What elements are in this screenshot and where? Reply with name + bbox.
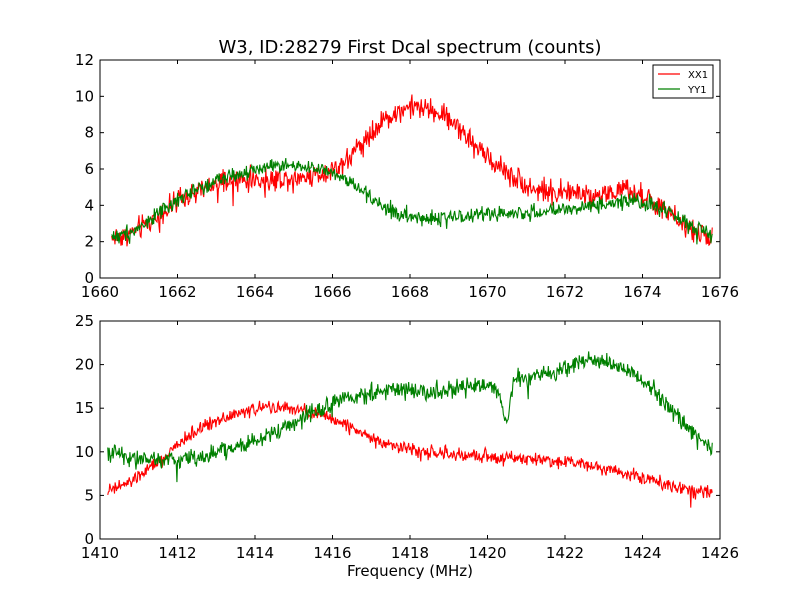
series-line-xx1: [107, 400, 713, 508]
y-tick-label: 5: [84, 486, 94, 504]
x-tick-label: 1668: [391, 283, 429, 301]
x-tick-label: 1424: [623, 544, 661, 562]
x-axis-label: Frequency (MHz): [347, 562, 473, 580]
y-tick-label: 6: [84, 160, 94, 178]
top-panel: 1660 1662 1664 1666 1668 1670 1672 1674 1676 0 2 4 6…: [75, 51, 739, 301]
x-tick-label: 1420: [468, 544, 506, 562]
x-tick-label: 1662: [158, 283, 196, 301]
legend-box: [652, 64, 714, 99]
x-tick-label: 1660: [81, 283, 119, 301]
legend: XX1 YY1: [652, 64, 714, 99]
y-tick-label: 0: [84, 269, 94, 287]
x-tick-label: 1410: [81, 544, 119, 562]
y-tick-label: 12: [75, 51, 94, 69]
x-tick-label: 1672: [546, 283, 584, 301]
bottom-panel: 1410 1412 1414 1416 1418 1420 1422 1424 1426 0 5 10…: [75, 312, 739, 562]
y-tick-label: 10: [75, 87, 94, 105]
y-tick-label: 2: [84, 233, 94, 251]
plot-area: [100, 321, 720, 539]
y-tick-label: 8: [84, 124, 94, 142]
y-tick-label: 25: [75, 312, 94, 330]
x-tick-label: 1412: [158, 544, 196, 562]
series-line-yy1: [111, 157, 713, 245]
x-tick-label: 1416: [313, 544, 351, 562]
x-tick-label: 1676: [701, 283, 739, 301]
y-tick-label: 15: [75, 399, 94, 417]
chart-title: W3, ID:28279 First Dcal spectrum (counts…: [218, 37, 601, 58]
legend-label-yy1: YY1: [687, 85, 707, 96]
x-tick-label: 1418: [391, 544, 429, 562]
plot-area: [100, 60, 720, 278]
x-tick-label: 1666: [313, 283, 351, 301]
x-tick-label: 1670: [468, 283, 506, 301]
series-line-xx1: [111, 94, 713, 247]
x-tick-label: 1674: [623, 283, 661, 301]
y-tick-label: 4: [84, 196, 94, 214]
legend-label-xx1: XX1: [688, 70, 708, 81]
x-tick-label: 1426: [701, 544, 739, 562]
x-tick-label: 1414: [236, 544, 274, 562]
x-tick-label: 1422: [546, 544, 584, 562]
x-tick-label: 1664: [236, 283, 274, 301]
y-tick-label: 20: [75, 356, 94, 374]
y-tick-label: 0: [84, 530, 94, 548]
series-line-yy1: [107, 351, 713, 483]
y-tick-label: 10: [75, 443, 94, 461]
